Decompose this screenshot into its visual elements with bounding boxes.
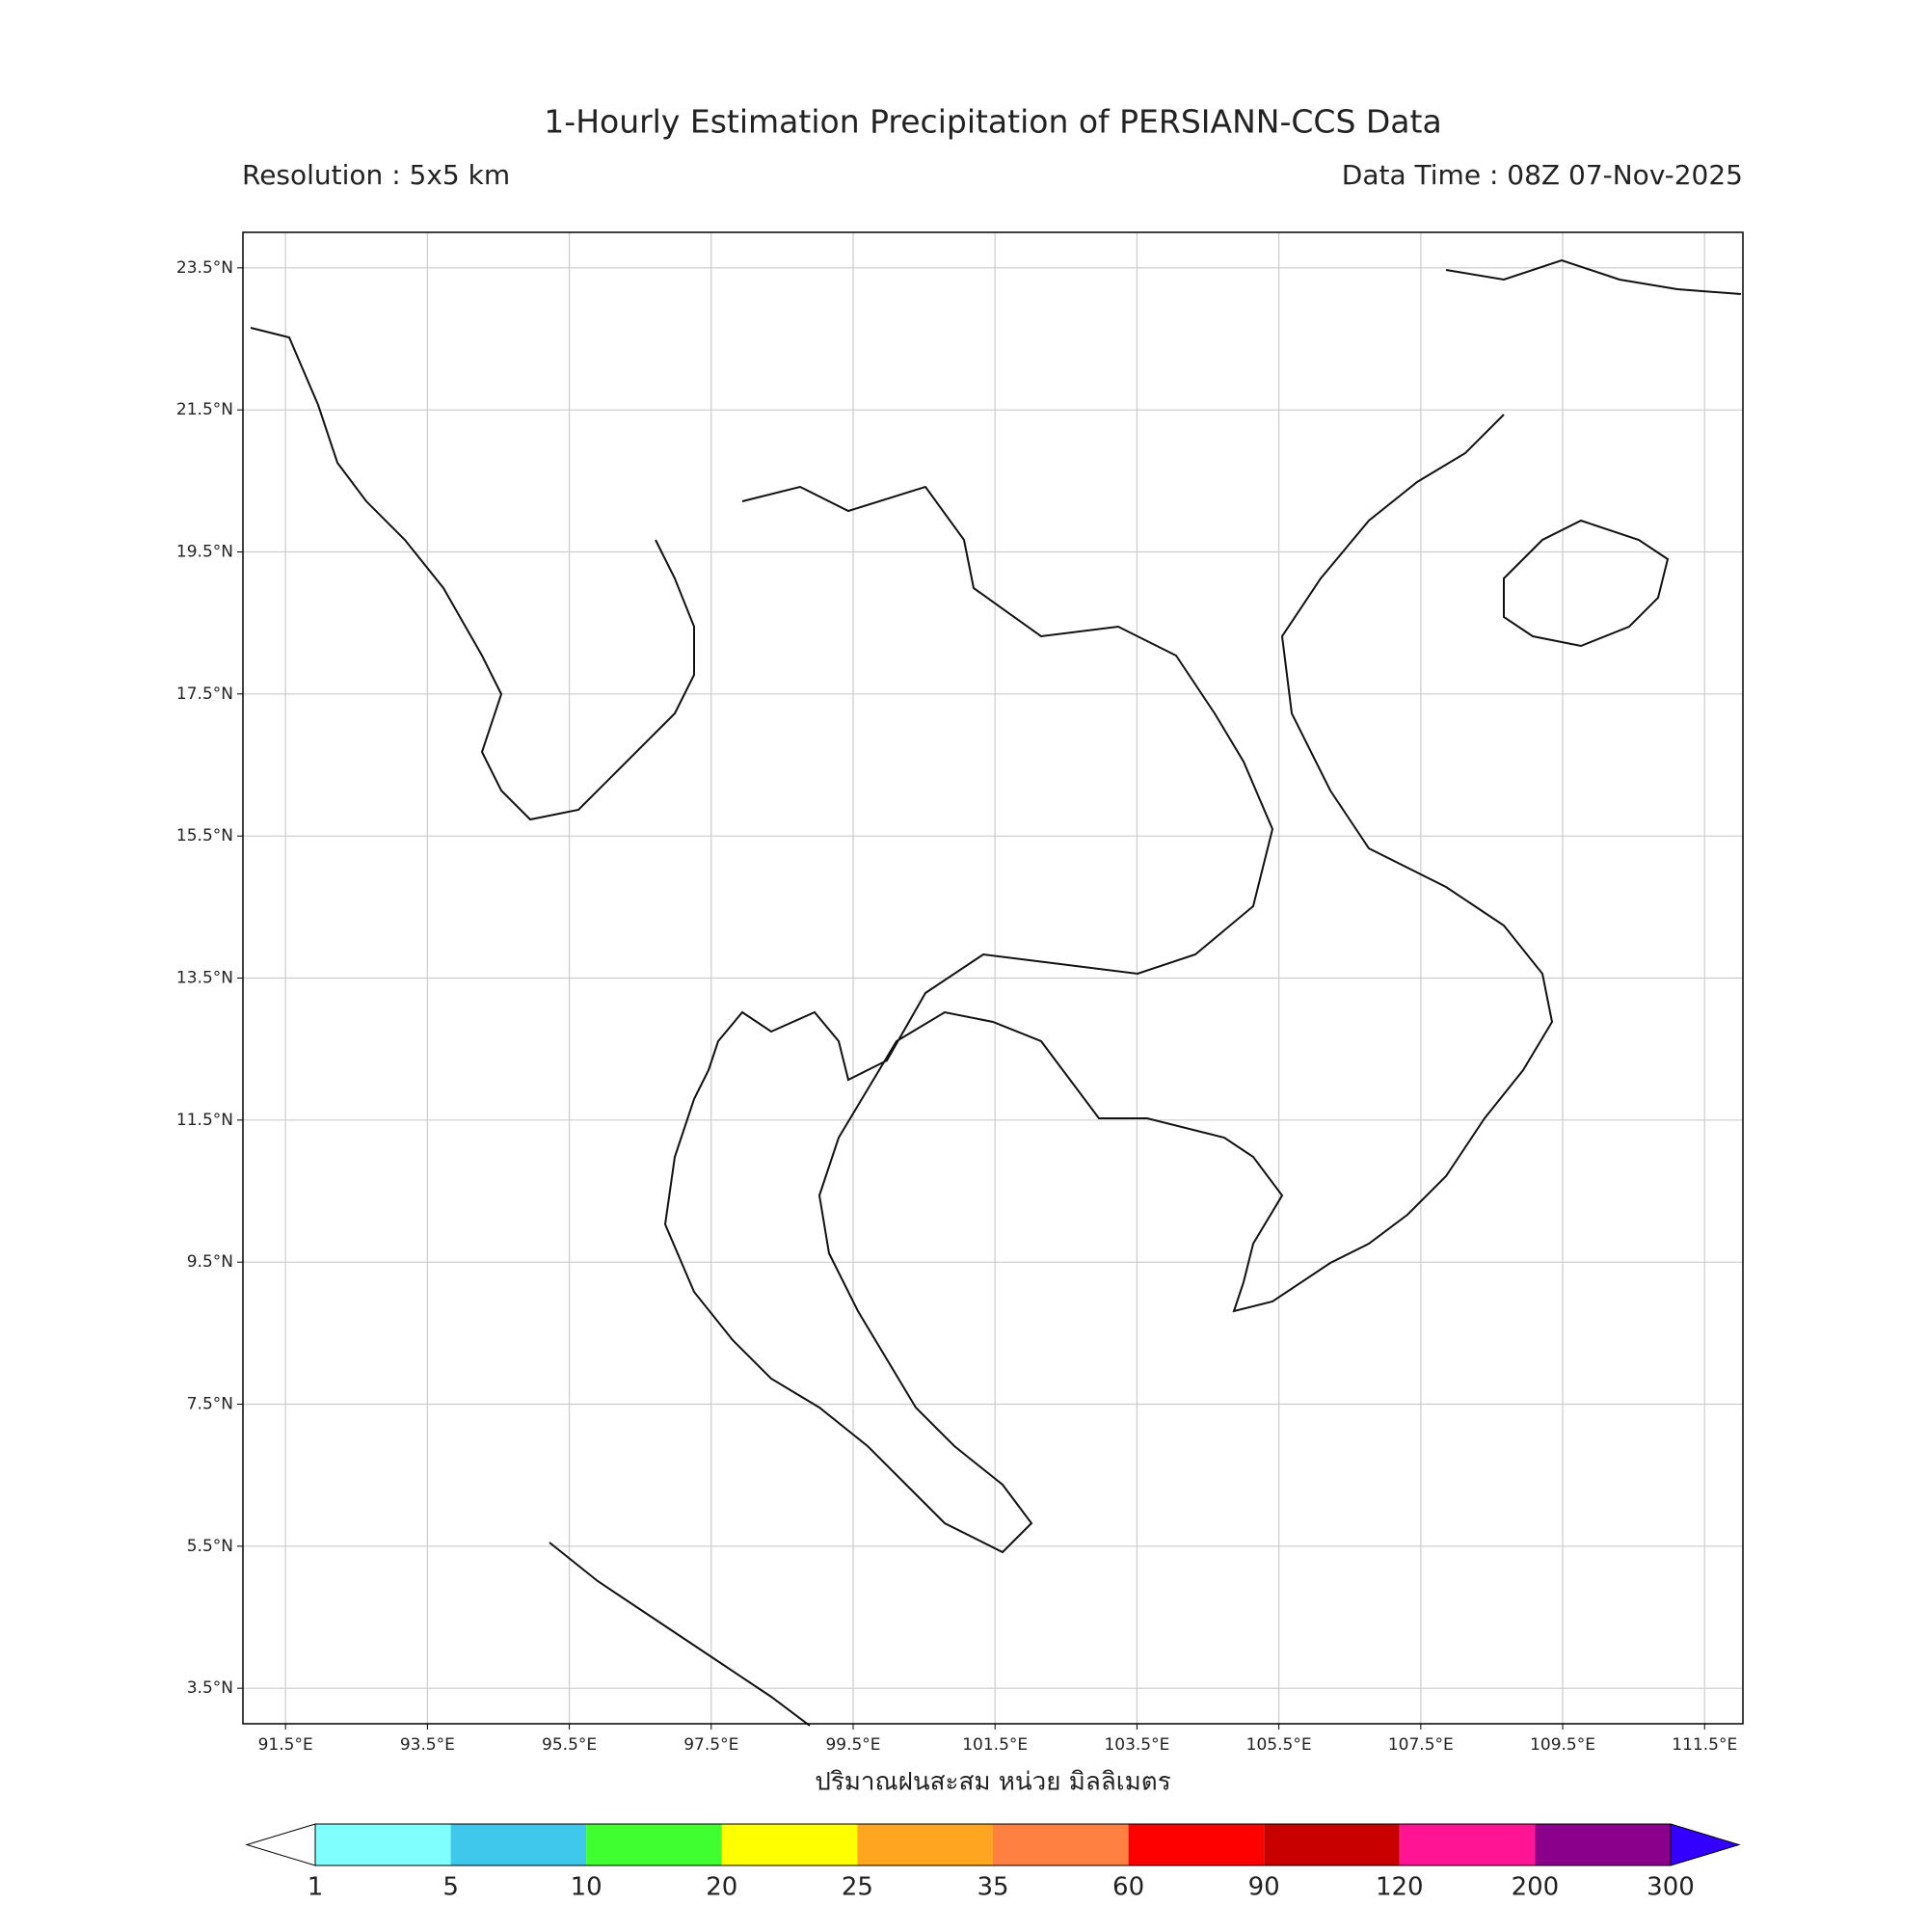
x-tick-label: 103.5°E bbox=[1104, 1735, 1169, 1755]
colorbar-box bbox=[993, 1824, 1129, 1865]
colorbar-box bbox=[1399, 1824, 1536, 1865]
colorbar-box bbox=[1128, 1824, 1265, 1865]
colorbar-label: 120 bbox=[1376, 1873, 1424, 1902]
colorbar-frame bbox=[314, 1823, 1672, 1866]
y-tick-label: 5.5°N bbox=[187, 1537, 233, 1556]
colorbar-box bbox=[1264, 1824, 1400, 1865]
colorbar-label: 5 bbox=[442, 1873, 459, 1902]
colorbar-label: 90 bbox=[1248, 1873, 1280, 1902]
y-tick-label: 7.5°N bbox=[187, 1395, 233, 1414]
colorbar-over bbox=[1670, 1823, 1741, 1866]
colorbar-label: 200 bbox=[1512, 1873, 1560, 1902]
colorbar-label: 25 bbox=[842, 1873, 873, 1902]
y-tick-label: 13.5°N bbox=[176, 969, 233, 988]
colorbar-label: 20 bbox=[706, 1873, 737, 1902]
colorbar-box bbox=[315, 1824, 451, 1865]
y-tick-label: 11.5°N bbox=[176, 1111, 233, 1130]
x-tick-label: 111.5°E bbox=[1672, 1735, 1737, 1755]
colorbar-label: 300 bbox=[1647, 1873, 1695, 1902]
x-tick-label: 109.5°E bbox=[1530, 1735, 1595, 1755]
y-tick-label: 15.5°N bbox=[176, 826, 233, 845]
y-tick-label: 21.5°N bbox=[176, 400, 233, 419]
colorbar-box bbox=[450, 1824, 587, 1865]
ticks: 91.5°E 93.5°E 95.5°E 97.5°E 99.5°E 101.5°E 103… bbox=[176, 258, 1737, 1755]
resolution: Resolution : 5x5 km bbox=[242, 159, 510, 191]
colorbar-label: 60 bbox=[1112, 1873, 1144, 1902]
colorbar-label: 10 bbox=[571, 1873, 602, 1902]
x-tick-label: 91.5°E bbox=[258, 1735, 313, 1755]
colorbar-box bbox=[721, 1824, 858, 1865]
x-tick-label: 93.5°E bbox=[400, 1735, 455, 1755]
colorbar-label: 35 bbox=[977, 1873, 1008, 1902]
colorbar-box bbox=[1535, 1824, 1671, 1865]
x-tick-label: 101.5°E bbox=[962, 1735, 1028, 1755]
y-tick-label: 9.5°N bbox=[187, 1252, 233, 1272]
x-axis-label: ปริมาณฝนสะสม หน่วย มิลลิเมตร bbox=[815, 1768, 1170, 1797]
colorbar-label: 1 bbox=[308, 1873, 324, 1902]
colorbar: 1 5 10 20 25 35 60 90 120 200 300 bbox=[245, 1823, 1741, 1902]
x-tick-label: 95.5°E bbox=[542, 1735, 597, 1755]
x-tick-label: 97.5°E bbox=[683, 1735, 738, 1755]
coastlines bbox=[250, 258, 1742, 1727]
colorbar-box bbox=[857, 1824, 993, 1865]
colorbar-under bbox=[245, 1823, 316, 1866]
x-tick-label: 105.5°E bbox=[1246, 1735, 1312, 1755]
y-tick-label: 19.5°N bbox=[176, 543, 233, 562]
grid bbox=[243, 232, 1743, 1724]
title: 1-Hourly Estimation Precipitation of PER… bbox=[544, 103, 1441, 141]
y-tick-label: 23.5°N bbox=[176, 258, 233, 278]
y-tick-label: 3.5°N bbox=[187, 1678, 233, 1698]
colorbar-box bbox=[586, 1824, 722, 1865]
x-tick-label: 107.5°E bbox=[1388, 1735, 1454, 1755]
y-tick-label: 17.5°N bbox=[176, 684, 233, 704]
x-tick-label: 99.5°E bbox=[825, 1735, 880, 1755]
data-time: Data Time : 08Z 07-Nov-2025 bbox=[1342, 159, 1743, 191]
